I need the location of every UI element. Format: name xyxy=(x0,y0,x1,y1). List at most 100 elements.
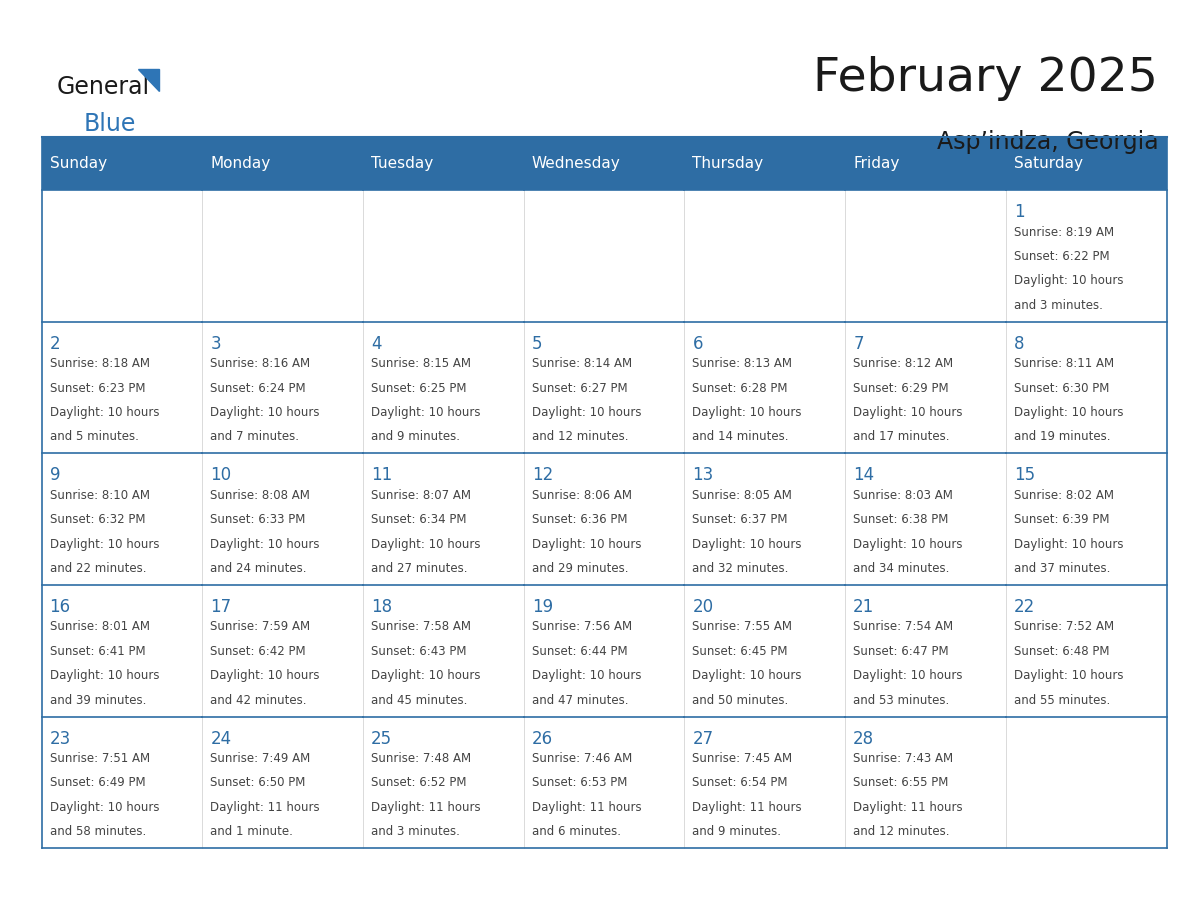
Text: Sunset: 6:41 PM: Sunset: 6:41 PM xyxy=(50,644,145,658)
Bar xyxy=(1006,717,1167,848)
Text: Sunrise: 8:11 AM: Sunrise: 8:11 AM xyxy=(1013,357,1114,370)
Text: and 39 minutes.: and 39 minutes. xyxy=(50,694,146,707)
Text: 4: 4 xyxy=(371,335,381,353)
Text: February 2025: February 2025 xyxy=(814,55,1158,101)
Bar xyxy=(1006,585,1167,717)
Text: 11: 11 xyxy=(371,466,392,485)
Text: Sunrise: 7:48 AM: Sunrise: 7:48 AM xyxy=(371,752,472,765)
Text: Sunset: 6:32 PM: Sunset: 6:32 PM xyxy=(50,513,145,526)
Bar xyxy=(364,585,524,717)
Bar xyxy=(364,321,524,453)
Text: Daylight: 11 hours: Daylight: 11 hours xyxy=(693,800,802,814)
Bar xyxy=(202,321,364,453)
Text: Tuesday: Tuesday xyxy=(371,156,434,171)
Text: 27: 27 xyxy=(693,730,714,748)
Text: 19: 19 xyxy=(532,599,552,616)
Text: General: General xyxy=(57,75,150,99)
Bar xyxy=(845,585,1006,717)
Text: Saturday: Saturday xyxy=(1013,156,1083,171)
Bar xyxy=(202,453,364,585)
Text: Sunset: 6:22 PM: Sunset: 6:22 PM xyxy=(1013,250,1110,263)
Text: 3: 3 xyxy=(210,335,221,353)
Text: 21: 21 xyxy=(853,599,874,616)
Text: and 47 minutes.: and 47 minutes. xyxy=(532,694,628,707)
Text: Sunset: 6:28 PM: Sunset: 6:28 PM xyxy=(693,382,788,395)
Text: Sunset: 6:39 PM: Sunset: 6:39 PM xyxy=(1013,513,1110,526)
Text: Sunset: 6:55 PM: Sunset: 6:55 PM xyxy=(853,777,948,789)
Text: Sunset: 6:45 PM: Sunset: 6:45 PM xyxy=(693,644,788,658)
Bar xyxy=(524,190,684,321)
Bar xyxy=(202,190,364,321)
Text: Sunrise: 8:10 AM: Sunrise: 8:10 AM xyxy=(50,489,150,502)
Text: Sunset: 6:34 PM: Sunset: 6:34 PM xyxy=(371,513,467,526)
Text: Sunset: 6:29 PM: Sunset: 6:29 PM xyxy=(853,382,949,395)
Bar xyxy=(42,321,202,453)
Text: 12: 12 xyxy=(532,466,554,485)
Text: Daylight: 10 hours: Daylight: 10 hours xyxy=(693,406,802,419)
Text: Sunrise: 7:46 AM: Sunrise: 7:46 AM xyxy=(532,752,632,765)
Bar xyxy=(1006,190,1167,321)
Text: Sunrise: 7:52 AM: Sunrise: 7:52 AM xyxy=(1013,621,1114,633)
Text: 23: 23 xyxy=(50,730,71,748)
Text: and 37 minutes.: and 37 minutes. xyxy=(1013,562,1111,575)
Text: Daylight: 10 hours: Daylight: 10 hours xyxy=(50,406,159,419)
Text: Daylight: 10 hours: Daylight: 10 hours xyxy=(371,538,481,551)
Text: Daylight: 10 hours: Daylight: 10 hours xyxy=(853,538,962,551)
Text: Daylight: 10 hours: Daylight: 10 hours xyxy=(210,406,320,419)
Bar xyxy=(845,717,1006,848)
Text: 9: 9 xyxy=(50,466,61,485)
Text: and 9 minutes.: and 9 minutes. xyxy=(693,825,782,838)
Bar xyxy=(684,585,845,717)
Text: Daylight: 10 hours: Daylight: 10 hours xyxy=(1013,669,1124,682)
Text: Daylight: 10 hours: Daylight: 10 hours xyxy=(693,669,802,682)
Text: and 24 minutes.: and 24 minutes. xyxy=(210,562,307,575)
Bar xyxy=(42,190,202,321)
Text: Blue: Blue xyxy=(83,112,135,136)
Text: Sunrise: 8:16 AM: Sunrise: 8:16 AM xyxy=(210,357,310,370)
Bar xyxy=(524,717,684,848)
Text: Daylight: 10 hours: Daylight: 10 hours xyxy=(532,406,642,419)
Text: Sunrise: 7:58 AM: Sunrise: 7:58 AM xyxy=(371,621,472,633)
Bar xyxy=(202,717,364,848)
Text: Sunrise: 8:13 AM: Sunrise: 8:13 AM xyxy=(693,357,792,370)
Text: Sunrise: 7:49 AM: Sunrise: 7:49 AM xyxy=(210,752,310,765)
Text: 16: 16 xyxy=(50,599,71,616)
Bar xyxy=(1006,453,1167,585)
Text: Monday: Monday xyxy=(210,156,271,171)
Text: Sunset: 6:44 PM: Sunset: 6:44 PM xyxy=(532,644,627,658)
Text: and 12 minutes.: and 12 minutes. xyxy=(853,825,949,838)
Bar xyxy=(684,190,845,321)
Text: Daylight: 10 hours: Daylight: 10 hours xyxy=(50,538,159,551)
Text: 10: 10 xyxy=(210,466,232,485)
Text: and 34 minutes.: and 34 minutes. xyxy=(853,562,949,575)
Bar xyxy=(42,585,202,717)
Text: and 29 minutes.: and 29 minutes. xyxy=(532,562,628,575)
Bar xyxy=(524,585,684,717)
Text: 24: 24 xyxy=(210,730,232,748)
Text: Wednesday: Wednesday xyxy=(532,156,620,171)
Text: 22: 22 xyxy=(1013,599,1035,616)
Bar xyxy=(42,453,202,585)
Text: and 3 minutes.: and 3 minutes. xyxy=(371,825,460,838)
Text: Sunrise: 8:05 AM: Sunrise: 8:05 AM xyxy=(693,489,792,502)
Bar xyxy=(1006,321,1167,453)
Text: 8: 8 xyxy=(1013,335,1024,353)
Text: Sunset: 6:54 PM: Sunset: 6:54 PM xyxy=(693,777,788,789)
Text: Daylight: 11 hours: Daylight: 11 hours xyxy=(371,800,481,814)
Text: Daylight: 10 hours: Daylight: 10 hours xyxy=(210,669,320,682)
Text: Sunrise: 8:14 AM: Sunrise: 8:14 AM xyxy=(532,357,632,370)
Text: Sunrise: 7:56 AM: Sunrise: 7:56 AM xyxy=(532,621,632,633)
Text: and 5 minutes.: and 5 minutes. xyxy=(50,431,139,443)
Text: and 19 minutes.: and 19 minutes. xyxy=(1013,431,1111,443)
Text: 5: 5 xyxy=(532,335,542,353)
Text: and 45 minutes.: and 45 minutes. xyxy=(371,694,467,707)
Text: 14: 14 xyxy=(853,466,874,485)
Bar xyxy=(364,453,524,585)
Text: Daylight: 10 hours: Daylight: 10 hours xyxy=(371,406,481,419)
Text: Sunrise: 7:51 AM: Sunrise: 7:51 AM xyxy=(50,752,150,765)
Text: and 22 minutes.: and 22 minutes. xyxy=(50,562,146,575)
Text: and 12 minutes.: and 12 minutes. xyxy=(532,431,628,443)
Text: Daylight: 10 hours: Daylight: 10 hours xyxy=(532,669,642,682)
Text: and 53 minutes.: and 53 minutes. xyxy=(853,694,949,707)
Text: 28: 28 xyxy=(853,730,874,748)
